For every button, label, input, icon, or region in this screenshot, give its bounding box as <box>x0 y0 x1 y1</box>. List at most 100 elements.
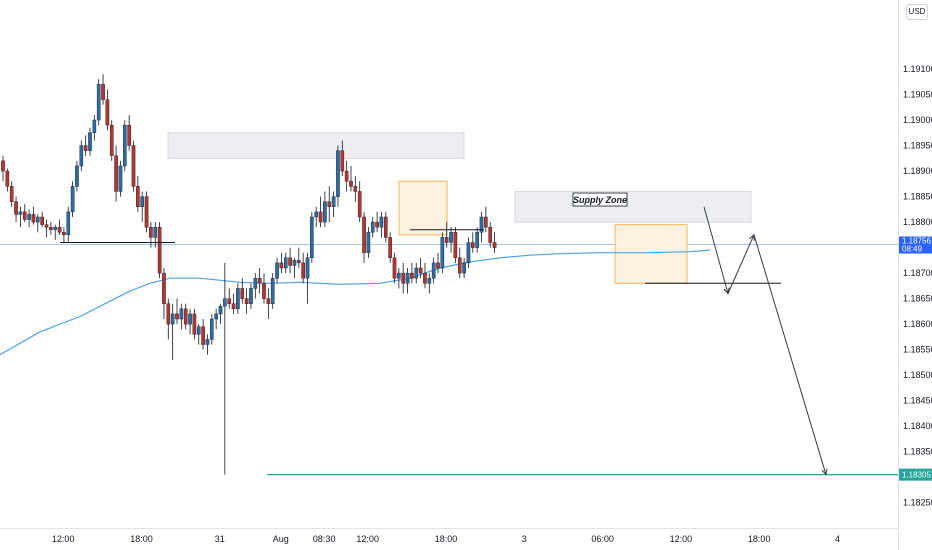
candle[interactable] <box>27 209 31 228</box>
candle[interactable] <box>375 211 379 233</box>
candle[interactable] <box>401 262 406 294</box>
candle[interactable] <box>488 222 493 248</box>
candle[interactable] <box>88 127 92 156</box>
candle[interactable] <box>283 252 288 274</box>
candle[interactable] <box>218 303 223 325</box>
candle[interactable] <box>179 303 184 330</box>
candle[interactable] <box>453 227 458 263</box>
candle[interactable] <box>109 120 114 161</box>
candle[interactable] <box>444 222 449 248</box>
candle[interactable] <box>318 196 323 228</box>
candle[interactable] <box>162 268 166 320</box>
candle[interactable] <box>431 257 436 284</box>
candle[interactable] <box>14 196 18 223</box>
candle[interactable] <box>270 273 275 309</box>
candle[interactable] <box>414 262 419 284</box>
candle[interactable] <box>188 308 192 335</box>
candle[interactable] <box>305 252 310 304</box>
candle[interactable] <box>192 308 197 340</box>
candle[interactable] <box>388 232 392 263</box>
candle[interactable] <box>83 135 88 156</box>
candle[interactable] <box>131 140 136 192</box>
candle[interactable] <box>157 222 162 279</box>
candle[interactable] <box>1 155 5 182</box>
candle[interactable] <box>288 247 292 274</box>
candle[interactable] <box>214 308 218 330</box>
supply-zone-rect[interactable] <box>514 191 752 223</box>
candle[interactable] <box>362 211 366 263</box>
candle[interactable] <box>436 252 440 274</box>
candle[interactable] <box>53 224 57 240</box>
projection-path[interactable] <box>703 206 827 475</box>
consolidation-box-2[interactable] <box>614 224 688 284</box>
candle[interactable] <box>314 206 319 228</box>
candle[interactable] <box>166 298 171 340</box>
upper-zone-rect[interactable] <box>167 132 465 159</box>
candle[interactable] <box>40 211 44 228</box>
candle[interactable] <box>231 293 236 314</box>
candle[interactable] <box>201 319 205 350</box>
candle[interactable] <box>5 168 10 192</box>
candle[interactable] <box>471 232 475 253</box>
candle[interactable] <box>96 79 101 126</box>
candle[interactable] <box>405 268 410 294</box>
candle[interactable] <box>349 165 353 192</box>
candle[interactable] <box>140 191 145 223</box>
candle[interactable] <box>340 140 345 177</box>
candle[interactable] <box>136 176 140 212</box>
candle[interactable] <box>31 206 36 225</box>
candle[interactable] <box>36 214 40 233</box>
candle[interactable] <box>149 222 153 248</box>
candle[interactable] <box>353 176 358 202</box>
candle[interactable] <box>236 283 240 314</box>
consolidation-box-1[interactable] <box>398 180 448 236</box>
candle[interactable] <box>279 252 284 274</box>
candle[interactable] <box>253 273 258 299</box>
candle[interactable] <box>196 324 201 345</box>
candle[interactable] <box>292 257 297 279</box>
candle[interactable] <box>92 114 97 141</box>
target-price-badge[interactable] <box>899 468 932 481</box>
candle[interactable] <box>22 204 27 223</box>
candle[interactable] <box>49 222 53 235</box>
candle[interactable] <box>397 268 401 289</box>
candle[interactable] <box>297 247 301 268</box>
candle[interactable] <box>275 257 279 284</box>
candle[interactable] <box>144 191 149 233</box>
candle[interactable] <box>257 268 262 294</box>
candle[interactable] <box>449 227 453 253</box>
candle[interactable] <box>175 298 179 325</box>
candle[interactable] <box>357 181 362 223</box>
current-price-badge[interactable] <box>899 236 932 254</box>
candle[interactable] <box>423 262 427 289</box>
candle[interactable] <box>18 206 23 228</box>
candle[interactable] <box>118 160 123 197</box>
candle[interactable] <box>262 273 266 304</box>
candle[interactable] <box>475 227 479 253</box>
candle[interactable] <box>66 206 71 243</box>
candle[interactable] <box>9 181 14 207</box>
candle[interactable] <box>336 145 340 207</box>
candle[interactable] <box>170 303 175 360</box>
candle[interactable] <box>105 89 110 131</box>
candle[interactable] <box>101 74 105 105</box>
candle[interactable] <box>327 186 332 223</box>
candle[interactable] <box>244 288 249 314</box>
candle[interactable] <box>62 227 66 243</box>
candle[interactable] <box>344 160 349 192</box>
candle[interactable] <box>223 262 227 475</box>
candle[interactable] <box>209 313 214 345</box>
candle[interactable] <box>484 206 488 233</box>
candle[interactable] <box>418 257 423 279</box>
candle[interactable] <box>183 303 188 330</box>
candle[interactable] <box>479 211 484 243</box>
candle[interactable] <box>379 211 384 238</box>
candle[interactable] <box>323 191 327 228</box>
candle[interactable] <box>331 191 336 217</box>
candle[interactable] <box>227 288 232 309</box>
candle[interactable] <box>122 120 127 172</box>
candle[interactable] <box>392 252 397 284</box>
candle[interactable] <box>79 140 84 172</box>
